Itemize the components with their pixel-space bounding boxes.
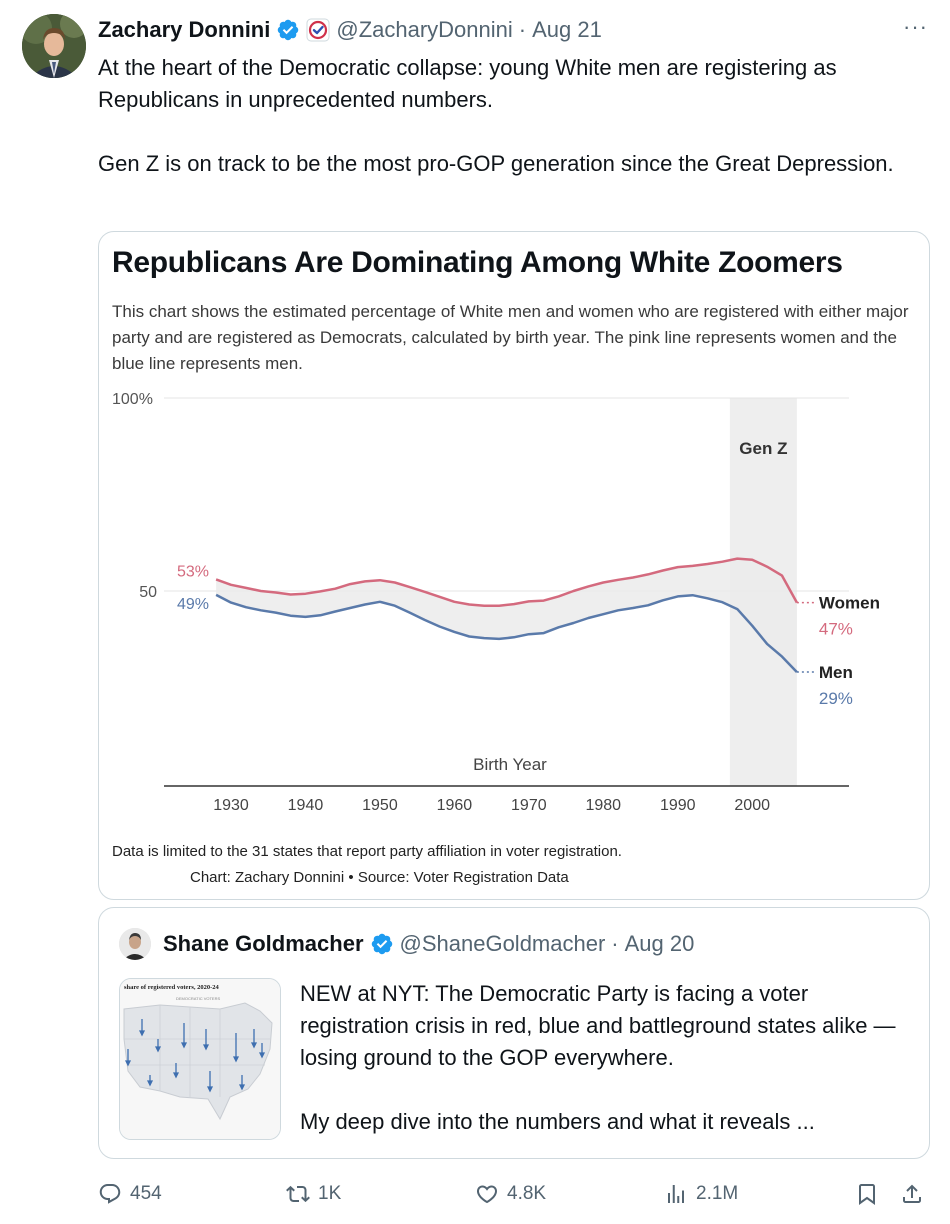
chart-note: Data is limited to the 31 states that re… [112,843,622,860]
women-series-label: Women [819,594,880,613]
quoted-tweet-header: Shane Goldmacher @ShaneGoldmacher · Aug … [163,928,694,960]
bookmark-button[interactable] [855,1178,879,1210]
avatar-image [119,928,151,960]
women-end-value: 47% [819,620,853,639]
quoted-author-name[interactable]: Shane Goldmacher [163,931,364,956]
tweet-text: At the heart of the Democratic collapse:… [98,52,928,180]
views-count: 2.1M [696,1183,739,1204]
map-thumbnail-image: share of registered voters, 2020-24 DEMO… [120,979,280,1139]
quoted-tweet-text: NEW at NYT: The Democratic Party is faci… [300,978,910,1138]
x-tick-label: 1950 [362,797,398,814]
share-icon [903,1184,921,1203]
quoted-author-handle[interactable]: @ShaneGoldmacher [399,931,606,956]
chart-image[interactable]: Republicans Are Dominating Among White Z… [98,231,930,900]
affiliation-badge-icon[interactable] [306,18,330,42]
tweet-header: Zachary Donnini @ZacharyDonnini · Aug 21 [98,14,602,46]
x-tick-label: 1990 [660,797,696,814]
x-tick-label: 1970 [511,797,547,814]
gap-fill-area [216,558,797,673]
bookmark-icon [859,1184,875,1205]
women-start-value: 53% [177,563,209,580]
tweet-text-paragraph-2: Gen Z is on track to be the most pro-GOP… [98,151,894,176]
x-tick-label: 2000 [734,797,770,814]
x-tick-label: 1980 [585,797,621,814]
views-button[interactable]: 2.1M [664,1178,738,1210]
men-line [215,593,798,673]
author-name[interactable]: Zachary Donnini [98,17,271,42]
author-avatar[interactable] [22,14,86,78]
reply-icon [99,1184,121,1204]
x-axis-label: Birth Year [473,755,547,774]
heart-icon [476,1185,498,1204]
author-handle[interactable]: @ZacharyDonnini [336,17,513,42]
x-tick-label: 1960 [437,797,473,814]
chart-title: Republicans Are Dominating Among White Z… [112,246,843,279]
retweet-count: 1K [318,1183,342,1204]
reply-count: 454 [130,1183,162,1204]
views-chart-icon [668,1185,684,1203]
tweet-text-paragraph-1: At the heart of the Democratic collapse:… [98,55,837,112]
more-icon[interactable]: ··· [903,14,928,39]
avatar-image [22,14,86,78]
separator-dot: · [611,931,619,956]
tweet-date[interactable]: Aug 21 [532,17,602,42]
line-chart: Gen Z 100% 50 Women 47% Men 29% 53% 49% Birth Yea… [112,391,880,814]
share-button[interactable] [900,1178,924,1210]
chart-credit: Chart: Zachary Donnini • Source: Voter R… [190,869,569,886]
x-tick-label: 1940 [288,797,324,814]
chart-subtitle: This chart shows the estimated percentag… [112,302,909,373]
quoted-author-avatar[interactable] [119,928,151,960]
thumbnail-title: share of registered voters, 2020-24 [124,984,220,991]
quoted-text-paragraph-2: My deep dive into the numbers and what i… [300,1109,815,1134]
thumbnail-subtitle: DEMOCRATIC VOTERS [176,996,220,1001]
y-tick-label: 100% [112,391,153,408]
retweet-icon [286,1185,310,1203]
men-start-value: 49% [177,596,209,613]
like-button[interactable]: 4.8K [475,1178,546,1210]
verified-badge-icon [371,933,392,955]
quoted-tweet[interactable]: Shane Goldmacher @ShaneGoldmacher · Aug … [98,907,930,1159]
separator-dot: · [518,17,527,42]
tweet-actions: 454 1K 4.8K 2.1M [98,1178,928,1210]
men-end-value: 29% [819,689,853,708]
verified-badge-icon [278,19,299,41]
gen-z-label: Gen Z [739,439,787,458]
quoted-tweet-thumbnail[interactable]: share of registered voters, 2020-24 DEMO… [119,978,281,1140]
retweet-button[interactable]: 1K [286,1178,341,1210]
women-line [215,557,798,607]
quoted-tweet-date[interactable]: Aug 20 [624,931,695,956]
y-tick-label: 50 [139,584,157,601]
reply-button[interactable]: 454 [98,1178,162,1210]
like-count: 4.8K [507,1183,547,1204]
x-tick-label: 1930 [213,797,249,814]
men-series-label: Men [819,663,853,682]
quoted-text-paragraph-1: NEW at NYT: The Democratic Party is faci… [300,981,896,1070]
